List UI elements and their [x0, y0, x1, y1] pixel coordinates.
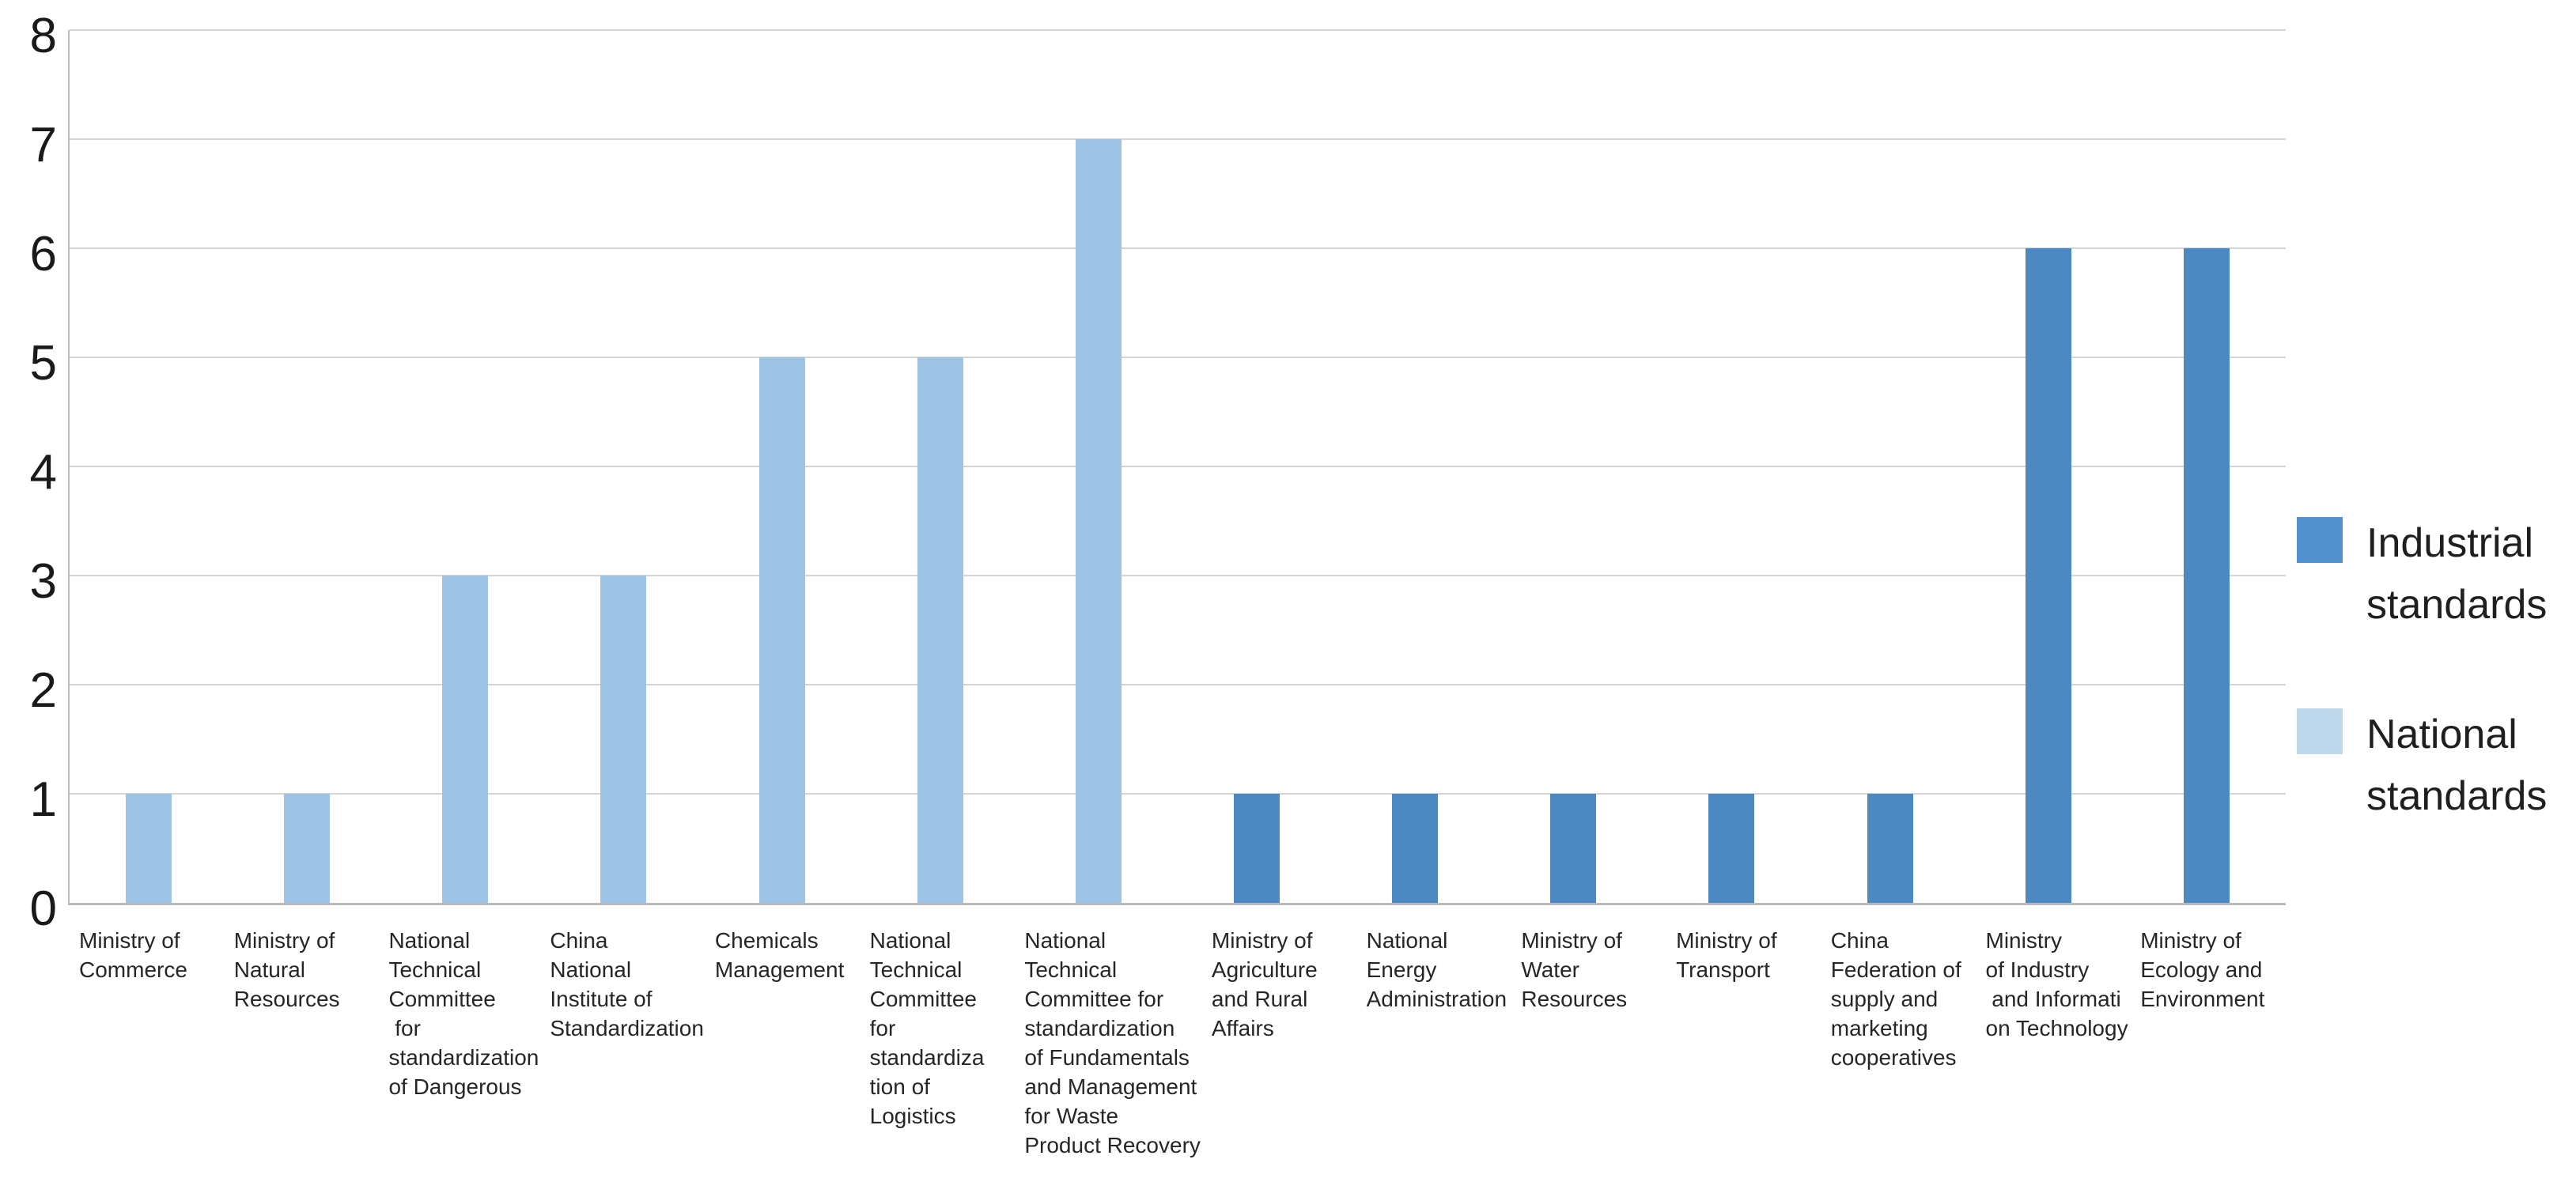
y-tick-label: 3 [29, 554, 57, 609]
x-axis-label: National Technical Committee for standar… [869, 928, 985, 1128]
x-axis-label: Chemicals Management [714, 928, 845, 982]
x-axis-label: Ministry of Commerce [79, 928, 187, 982]
gridline [70, 357, 2286, 358]
bar [2183, 248, 2230, 903]
y-axis: 0 1 2 3 4 5 6 7 8 [0, 12, 57, 934]
y-tick-label: 5 [29, 336, 57, 391]
bar-slot [2128, 30, 2286, 903]
bar-slot [861, 30, 1019, 903]
x-axis-label: Ministry of Natural Resources [233, 928, 340, 1011]
legend-entry: Industrial standards [2297, 512, 2574, 636]
bar [126, 794, 172, 903]
bar-slot [1494, 30, 1652, 903]
x-axis-label: National Technical Committee for standar… [1024, 928, 1201, 1157]
bar [1708, 794, 1755, 903]
bar-slot [1811, 30, 1969, 903]
legend-swatch [2297, 517, 2343, 563]
bar [1234, 794, 1280, 903]
y-tick-label: 1 [29, 772, 57, 827]
bar-slot [386, 30, 544, 903]
x-axis-label: Ministry of Water Resources [1521, 928, 1628, 1011]
gridline [70, 684, 2286, 685]
legend: Industrial standards National standards [2297, 512, 2574, 895]
legend-entry: National standards [2297, 704, 2574, 827]
bar [600, 576, 647, 903]
bar [917, 357, 963, 903]
x-axis-label: China National Institute of Standardizat… [550, 928, 704, 1040]
gridline [70, 29, 2286, 31]
x-axis-labels: Ministry of Commerce Ministry of Natural … [68, 905, 2284, 1160]
x-axis-label: Ministry of Ecology and Environment [2140, 928, 2265, 1011]
legend-swatch [2297, 708, 2343, 754]
x-axis-label: Ministry of Transport [1676, 928, 1777, 982]
bar-slot [1969, 30, 2128, 903]
y-tick-label: 2 [29, 663, 57, 718]
bar [1550, 794, 1597, 903]
gridline [70, 138, 2286, 140]
x-axis-label: China Federation of supply and marketing… [1830, 928, 1961, 1070]
gridline [70, 247, 2286, 249]
bar-slot [1652, 30, 1810, 903]
bar-slot [70, 30, 228, 903]
bar-slot [1336, 30, 1494, 903]
x-axis-label: Ministry of Industry and Informati on Te… [1985, 928, 2128, 1040]
bar [442, 576, 489, 903]
legend-label: Industrial standards [2366, 520, 2548, 628]
bar [1075, 139, 1122, 903]
y-tick-label: 4 [29, 445, 57, 500]
gridline [70, 575, 2286, 576]
x-axis-label: National Technical Committee for standar… [388, 928, 539, 1099]
x-axis-label: National Energy Administration [1366, 928, 1507, 1011]
bar [1867, 794, 1913, 903]
legend-label: National standards [2366, 712, 2548, 819]
y-tick-label: 8 [29, 9, 57, 63]
bar-slot [703, 30, 861, 903]
y-tick-label: 0 [29, 882, 57, 936]
gridline [70, 466, 2286, 467]
bar [2025, 248, 2071, 903]
bar [284, 794, 331, 903]
x-axis-label: Ministry of Agriculture and Rural Affair… [1211, 928, 1318, 1040]
gridline [70, 793, 2286, 795]
y-tick-label: 7 [29, 118, 57, 172]
bars-row [70, 30, 2286, 903]
y-tick-label: 6 [29, 227, 57, 281]
bar-slot [228, 30, 386, 903]
bar-slot [1178, 30, 1336, 903]
bar [758, 357, 805, 903]
plot-area [68, 29, 2286, 905]
bar-slot [544, 30, 702, 903]
bar [1392, 794, 1439, 903]
bar-slot [1019, 30, 1178, 903]
